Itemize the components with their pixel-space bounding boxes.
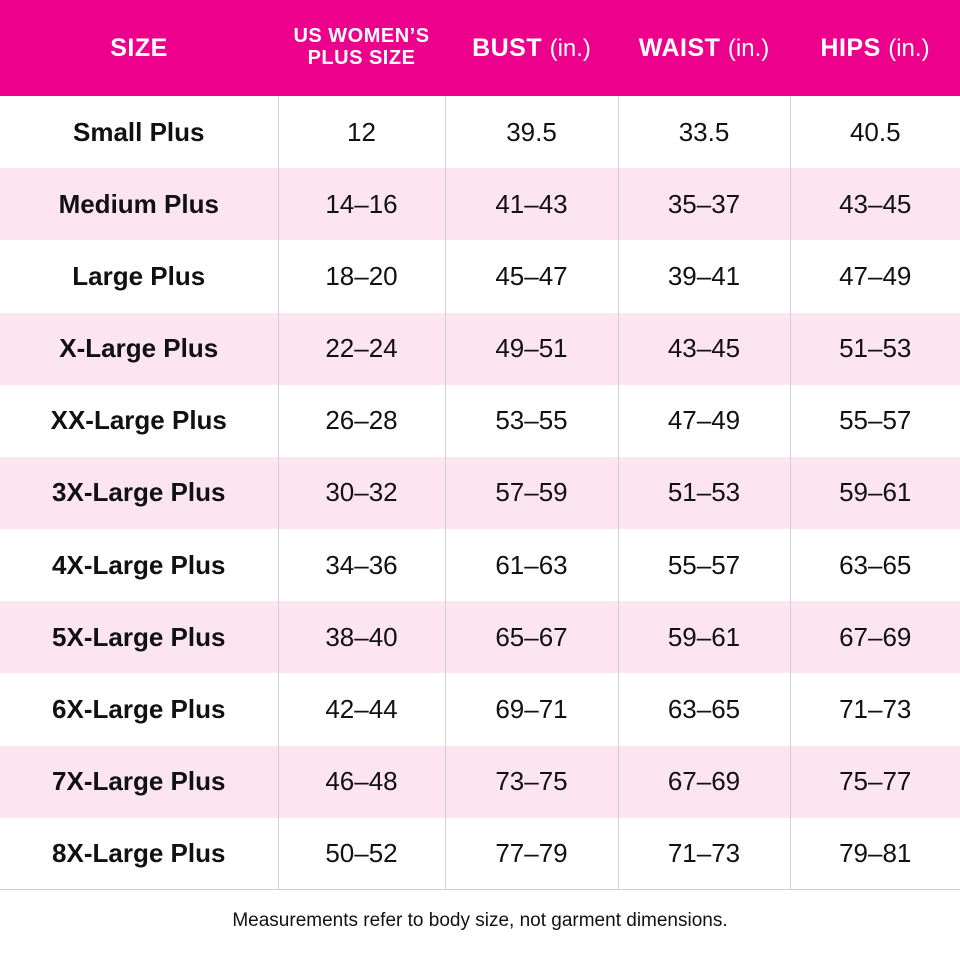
table-row: Small Plus 12 39.5 33.5 40.5 <box>0 96 960 169</box>
measurement: 75–77 <box>789 745 960 818</box>
size-name: 6X-Large Plus <box>52 693 226 724</box>
size-table: SIZE US WOMEN’S PLUS SIZE BUST (in.) WAIST … <box>0 0 960 891</box>
column-header: SIZE <box>0 0 278 96</box>
measurement: 12 <box>277 96 445 169</box>
table-row: X-Large Plus 22–24 49–51 43–45 51–53 <box>0 312 960 385</box>
measurement: 46–48 <box>277 745 445 818</box>
size-name: Large Plus <box>72 260 206 291</box>
footnote: Measurements refer to body size, not gar… <box>232 910 728 931</box>
measurement: 30–32 <box>277 456 445 530</box>
header-unit: (in.) <box>888 34 930 62</box>
size-name: Medium Plus <box>0 168 278 241</box>
measurement: 45–47 <box>444 240 618 313</box>
measurement: 77–79 <box>444 817 618 891</box>
measurement: 51–53 <box>789 312 960 385</box>
table-row: 8X-Large Plus 50–52 77–79 71–73 79–81 <box>0 817 960 891</box>
measurement: 71–73 <box>617 817 790 891</box>
size-name: XX-Large Plus <box>50 405 227 436</box>
measurement: 61–63 <box>444 529 618 602</box>
measurement: 33.5 <box>617 96 790 169</box>
measurement: 43–45 <box>617 312 790 385</box>
measurement: 63–65 <box>617 673 790 746</box>
table-body: Small Plus 12 39.5 33.5 40.5 Medium Plus 14–16… <box>0 96 960 891</box>
size-name: 3X-Large Plus <box>0 456 278 530</box>
measurement: 26–28 <box>277 384 445 457</box>
measurement: 39.5 <box>444 96 618 169</box>
measurement: 47–49 <box>789 240 960 313</box>
table-row: 5X-Large Plus 38–40 65–67 59–61 67–69 <box>0 601 960 674</box>
header-label: HIPS <box>820 33 881 62</box>
measurement: 57–59 <box>444 456 618 530</box>
measurement: 18–20 <box>277 240 445 313</box>
measurement: 35–37 <box>617 168 790 241</box>
measurement: 73–75 <box>444 745 618 818</box>
size-name: 7X-Large Plus <box>0 745 278 818</box>
column-header: BUST (in.) <box>445 0 618 96</box>
measurement: 22–24 <box>277 312 445 385</box>
column-header: US WOMEN’S PLUS SIZE <box>278 0 445 96</box>
measurement: 59–61 <box>789 456 960 530</box>
measurement: 43–45 <box>789 168 960 241</box>
measurement: 41–43 <box>444 168 618 241</box>
column-header: HIPS (in.) <box>790 0 960 96</box>
size-name: X-Large Plus <box>0 312 278 385</box>
table-row: 3X-Large Plus 30–32 57–59 51–53 59–61 <box>0 456 960 530</box>
measurement: 40.5 <box>789 96 960 169</box>
measurement: 50–52 <box>277 817 445 891</box>
measurement: 63–65 <box>789 529 960 602</box>
measurement: 55–57 <box>617 529 790 602</box>
header-label: WAIST <box>638 33 721 62</box>
column-header: WAIST (in.) <box>618 0 790 96</box>
measurement: 51–53 <box>617 456 790 530</box>
measurement: 71–73 <box>789 673 960 746</box>
measurement: 69–71 <box>444 673 618 746</box>
table-row: 4X-Large Plus 34–36 61–63 55–57 63–65 <box>0 529 960 602</box>
table-row: 6X-Large Plus 42–44 69–71 63–65 71–73 <box>0 673 960 746</box>
measurement: 14–16 <box>277 168 445 241</box>
size-name: Small Plus <box>73 116 205 147</box>
measurement: 49–51 <box>444 312 618 385</box>
measurement: 55–57 <box>789 384 960 457</box>
header-label: SIZE <box>110 33 168 62</box>
measurement: 65–67 <box>444 601 618 674</box>
header-row: SIZE US WOMEN’S PLUS SIZE BUST (in.) WAIST … <box>0 0 960 96</box>
measurement: 47–49 <box>617 384 790 457</box>
header-unit: (in.) <box>727 34 770 62</box>
table-row: Large Plus 18–20 45–47 39–41 47–49 <box>0 240 960 313</box>
measurement: 59–61 <box>617 601 790 674</box>
measurement: 42–44 <box>277 673 445 746</box>
table-row: Medium Plus 14–16 41–43 35–37 43–45 <box>0 168 960 241</box>
table-row: 7X-Large Plus 46–48 73–75 67–69 75–77 <box>0 745 960 818</box>
size-name: 8X-Large Plus <box>0 817 278 891</box>
measurement: 67–69 <box>789 601 960 674</box>
measurement: 38–40 <box>277 601 445 674</box>
table-row: XX-Large Plus 26–28 53–55 47–49 55–57 <box>0 384 960 457</box>
header-label: BUST <box>472 33 543 62</box>
size-name: 5X-Large Plus <box>0 601 278 674</box>
measurement: 34–36 <box>277 529 445 602</box>
measurement: 53–55 <box>444 384 618 457</box>
measurement: 79–81 <box>789 817 960 891</box>
header-label: US WOMEN’S PLUS SIZE <box>293 25 430 69</box>
size-name: 4X-Large Plus <box>52 549 226 580</box>
measurement: 67–69 <box>617 745 790 818</box>
measurement: 39–41 <box>617 240 790 313</box>
header-unit: (in.) <box>549 34 591 62</box>
